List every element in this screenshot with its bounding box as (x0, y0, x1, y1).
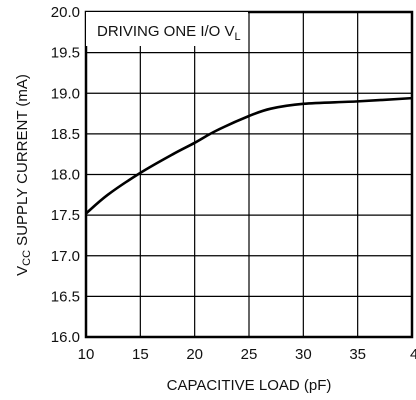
x-tick-label: 35 (349, 346, 366, 363)
plot-frame (84, 10, 414, 339)
y-tick-label: 20.0 (51, 4, 80, 21)
x-tick-labels: 10 15 20 25 30 35 40 (78, 346, 416, 363)
x-tick-label: 25 (241, 346, 258, 363)
y-tick-label: 19.0 (51, 85, 80, 102)
annotation-prefix: DRIVING ONE I/O V (97, 23, 235, 40)
y-tick-labels: 16.0 16.5 17.0 17.5 18.0 18.5 19.0 19.5 20.0 (51, 4, 80, 346)
y-tick-label: 18.0 (51, 167, 80, 184)
x-tick-label: 10 (78, 346, 95, 363)
y-tick-label: 17.0 (51, 248, 80, 265)
annotation-text: DRIVING ONE I/O VL (97, 23, 241, 43)
grid (85, 11, 413, 338)
x-tick-label: 20 (186, 346, 203, 363)
y-axis-label-prefix: V (14, 266, 31, 276)
x-tick-label: 40 (410, 346, 416, 363)
y-tick-label: 19.5 (51, 45, 80, 62)
y-tick-label: 17.5 (51, 207, 80, 224)
annotation-box (86, 12, 248, 46)
y-tick-label: 16.0 (51, 329, 80, 346)
y-axis-label-suffix: SUPPLY CURRENT (mA) (14, 74, 31, 250)
x-tick-label: 30 (295, 346, 312, 363)
series-layer (85, 96, 413, 215)
series-line (85, 96, 413, 215)
x-axis-label: CAPACITIVE LOAD (pF) (167, 377, 332, 394)
y-tick-label: 18.5 (51, 126, 80, 143)
y-tick-label: 16.5 (51, 288, 80, 305)
annotation-subscript: L (235, 31, 241, 43)
y-axis-label-subscript: CC (21, 250, 33, 266)
y-axis-label: VCC SUPPLY CURRENT (mA) (14, 74, 33, 276)
x-tick-label: 15 (132, 346, 149, 363)
